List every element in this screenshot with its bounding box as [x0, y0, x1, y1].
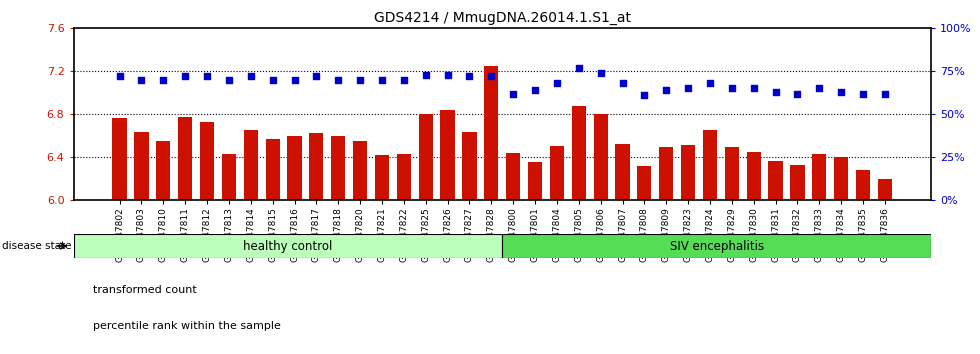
- Point: [724, 86, 740, 91]
- Point: [659, 87, 674, 93]
- Bar: [113, 119, 126, 200]
- Bar: [594, 114, 608, 200]
- Bar: [615, 144, 629, 200]
- Bar: [331, 136, 345, 200]
- Bar: [440, 110, 455, 200]
- Point: [571, 65, 587, 71]
- Bar: [484, 66, 499, 200]
- Point: [506, 91, 521, 96]
- Bar: [878, 178, 892, 200]
- Text: healthy control: healthy control: [243, 240, 332, 252]
- Point: [374, 77, 390, 83]
- Point: [133, 77, 149, 83]
- Bar: [768, 161, 783, 200]
- Bar: [725, 147, 739, 200]
- Text: SIV encephalitis: SIV encephalitis: [669, 240, 763, 252]
- Point: [593, 70, 609, 76]
- Bar: [834, 157, 849, 200]
- Bar: [812, 154, 826, 200]
- Point: [243, 74, 259, 79]
- Bar: [266, 139, 279, 200]
- Point: [680, 86, 696, 91]
- Point: [156, 77, 171, 83]
- Bar: [463, 132, 476, 200]
- Point: [833, 89, 849, 95]
- Point: [637, 92, 653, 98]
- Bar: [637, 166, 652, 200]
- Bar: [353, 141, 368, 200]
- Point: [811, 86, 827, 91]
- Point: [549, 80, 564, 86]
- Bar: [506, 153, 520, 200]
- Text: transformed count: transformed count: [93, 285, 197, 295]
- Point: [440, 72, 456, 78]
- Bar: [660, 147, 673, 200]
- Bar: [747, 152, 760, 200]
- Point: [877, 91, 893, 96]
- Bar: [790, 165, 805, 200]
- Bar: [397, 154, 411, 200]
- Bar: [156, 141, 171, 200]
- Bar: [502, 234, 931, 258]
- Text: GDS4214 / MmugDNA.26014.1.S1_at: GDS4214 / MmugDNA.26014.1.S1_at: [373, 11, 631, 25]
- Bar: [200, 122, 215, 200]
- Text: disease state: disease state: [2, 241, 72, 251]
- Bar: [310, 133, 323, 200]
- Bar: [571, 105, 586, 200]
- Point: [352, 77, 368, 83]
- Point: [702, 80, 717, 86]
- Point: [527, 87, 543, 93]
- Bar: [74, 234, 502, 258]
- Text: percentile rank within the sample: percentile rank within the sample: [93, 321, 281, 331]
- Point: [199, 74, 215, 79]
- Point: [396, 77, 412, 83]
- Bar: [550, 146, 564, 200]
- Point: [767, 89, 783, 95]
- Point: [287, 77, 303, 83]
- Bar: [856, 170, 870, 200]
- Point: [112, 74, 127, 79]
- Point: [856, 91, 871, 96]
- Point: [417, 72, 433, 78]
- Bar: [134, 132, 149, 200]
- Bar: [287, 136, 302, 200]
- Point: [614, 80, 630, 86]
- Point: [483, 74, 499, 79]
- Bar: [681, 145, 695, 200]
- Bar: [418, 114, 433, 200]
- Point: [746, 86, 761, 91]
- Point: [221, 77, 237, 83]
- Bar: [528, 162, 542, 200]
- Point: [309, 74, 324, 79]
- Bar: [703, 130, 717, 200]
- Bar: [375, 155, 389, 200]
- Bar: [178, 118, 192, 200]
- Point: [265, 77, 280, 83]
- Point: [462, 74, 477, 79]
- Point: [790, 91, 806, 96]
- Point: [330, 77, 346, 83]
- Point: [177, 74, 193, 79]
- Bar: [244, 130, 258, 200]
- Bar: [221, 154, 236, 200]
